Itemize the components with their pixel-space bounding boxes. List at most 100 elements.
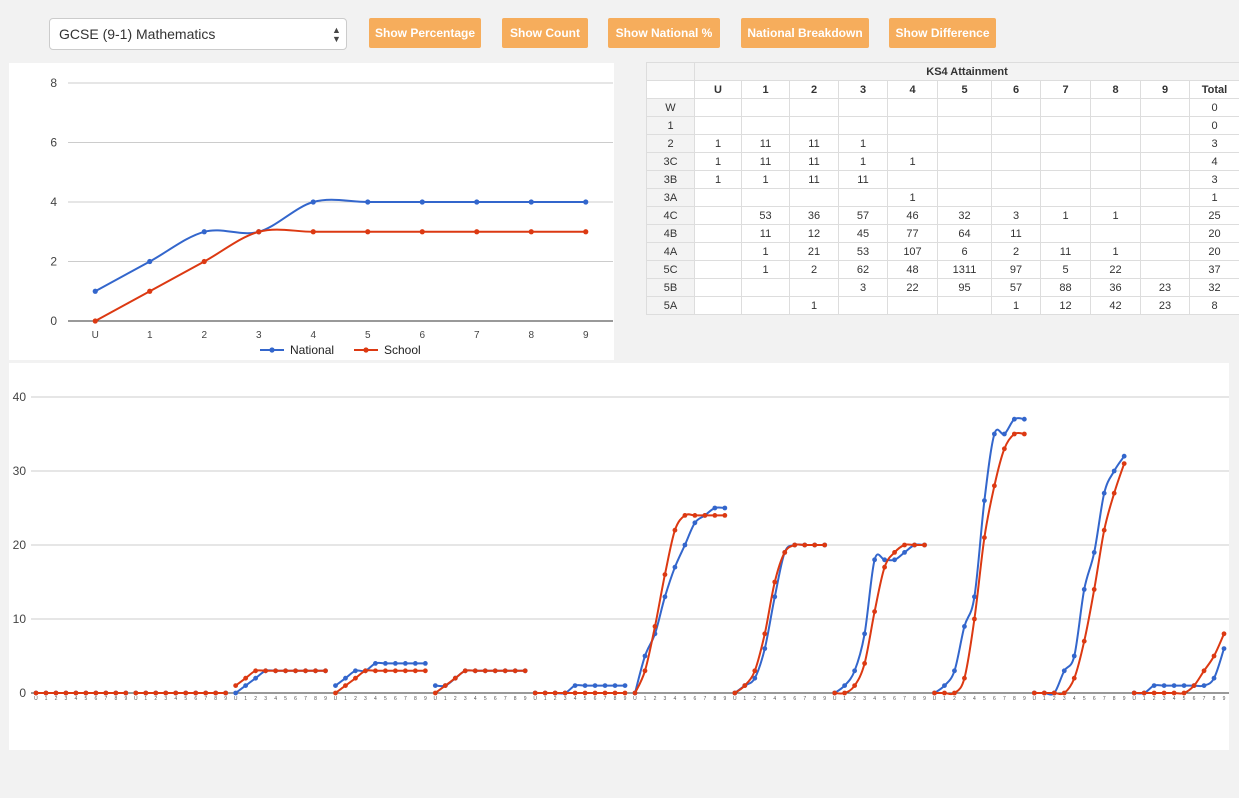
table-cell: 1 <box>887 188 938 207</box>
table-cell: 2 <box>991 242 1041 261</box>
x-tick-label: 2 <box>1153 696 1156 702</box>
x-tick-label: 9 <box>823 696 826 702</box>
table-cell <box>694 242 742 261</box>
table-cell <box>1140 116 1190 135</box>
data-point <box>642 668 648 674</box>
table-cell <box>741 116 790 135</box>
data-point <box>93 690 99 696</box>
x-tick-label: 2 <box>55 696 58 702</box>
x-tick-label: 4 <box>174 696 177 702</box>
data-point <box>243 675 249 681</box>
show-difference-button[interactable]: Show Difference <box>889 18 996 48</box>
data-point <box>1171 690 1177 696</box>
data-point <box>1111 468 1117 474</box>
data-point <box>872 557 877 563</box>
x-tick-label: 1 <box>244 696 247 702</box>
table-cell: 11 <box>741 152 790 171</box>
y-tick-label: 2 <box>50 255 57 269</box>
x-tick-label: 4 <box>773 696 776 702</box>
national-breakdown-button[interactable]: National Breakdown <box>741 18 869 48</box>
series-line-school <box>1134 633 1225 695</box>
show-count-button[interactable]: Show Count <box>502 18 588 48</box>
x-tick-label: 9 <box>583 330 589 341</box>
table-cell <box>1040 170 1091 189</box>
data-point <box>942 683 947 688</box>
data-point <box>283 668 288 674</box>
table-cell: 1 <box>838 134 888 153</box>
table-cell <box>991 98 1041 117</box>
table-row-label: 4B <box>646 224 695 243</box>
data-point <box>383 668 388 674</box>
data-point <box>373 668 378 674</box>
data-point <box>732 690 738 696</box>
table-column-header: 1 <box>741 80 790 99</box>
x-tick-label: 5 <box>584 696 587 702</box>
data-point <box>1051 690 1057 696</box>
table-cell <box>789 98 839 117</box>
x-tick-label: 8 <box>114 696 117 702</box>
table-cell <box>937 98 992 117</box>
x-tick-label: 6 <box>993 696 996 702</box>
x-tick-label: U <box>134 696 138 702</box>
data-point <box>402 668 408 674</box>
table-cell <box>694 98 742 117</box>
x-tick-label: 5 <box>1083 696 1086 702</box>
x-tick-label: U <box>1132 696 1136 702</box>
table-cell: 97 <box>991 260 1041 279</box>
data-point <box>582 683 588 688</box>
subject-select[interactable]: GCSE (9-1) Mathematics ▲ ▼ <box>49 18 347 50</box>
data-point <box>383 661 388 666</box>
data-point <box>952 668 957 674</box>
show-national-percent-button[interactable]: Show National % <box>608 18 720 48</box>
table-cell: 1311 <box>937 260 992 279</box>
x-tick-label: 2 <box>154 696 157 702</box>
table-cell <box>741 296 790 315</box>
x-tick-label: 3 <box>464 696 467 702</box>
table-cell: 53 <box>741 206 790 225</box>
data-point <box>1061 668 1067 674</box>
table-row: 3C 1 11 11 1 1 4 <box>646 152 1239 171</box>
data-point <box>722 513 728 518</box>
x-tick-label: 2 <box>753 696 756 702</box>
x-tick-label: 9 <box>1223 696 1226 702</box>
data-point <box>602 690 608 696</box>
table-cell <box>1140 170 1190 189</box>
data-point <box>273 668 278 674</box>
table-cell <box>1090 224 1141 243</box>
data-point <box>365 199 371 205</box>
table-row: 3A 1 1 <box>646 188 1239 207</box>
data-point <box>163 690 169 696</box>
ks4-attainment-table: KS4 Attainment U 1 2 3 4 5 6 7 8 9 Total W 0 1 0 2 1 11 1… <box>646 62 1239 315</box>
x-tick-label: 8 <box>1113 696 1116 702</box>
data-point <box>682 513 688 518</box>
data-point <box>113 690 119 696</box>
x-tick-label: 5 <box>883 696 886 702</box>
x-tick-label: 1 <box>743 696 746 702</box>
table-cell: 11 <box>741 134 790 153</box>
x-tick-label: U <box>92 330 99 341</box>
x-tick-label: 5 <box>85 696 88 702</box>
data-point <box>1061 690 1067 696</box>
data-point <box>712 505 718 511</box>
y-tick-label: 4 <box>50 195 57 209</box>
data-point <box>972 594 977 600</box>
table-cell: 1 <box>741 260 790 279</box>
show-percentage-button[interactable]: Show Percentage <box>369 18 481 48</box>
series-line-national <box>94 198 586 293</box>
x-tick-label: 6 <box>694 696 697 702</box>
data-point <box>932 690 937 696</box>
data-point <box>203 690 209 696</box>
table-column-header: 2 <box>789 80 839 99</box>
data-point <box>752 675 758 681</box>
data-point <box>1071 653 1077 659</box>
table-row: 4B 11 12 45 77 64 11 20 <box>646 224 1239 243</box>
table-cell <box>1040 134 1091 153</box>
data-point <box>243 683 249 688</box>
x-tick-label: 2 <box>454 696 457 702</box>
data-point <box>1211 675 1217 681</box>
table-row: 2 1 11 11 1 3 <box>646 134 1239 153</box>
x-tick-label: 6 <box>1093 696 1096 702</box>
data-point <box>323 668 328 674</box>
data-point <box>662 572 668 577</box>
data-point <box>622 683 628 688</box>
